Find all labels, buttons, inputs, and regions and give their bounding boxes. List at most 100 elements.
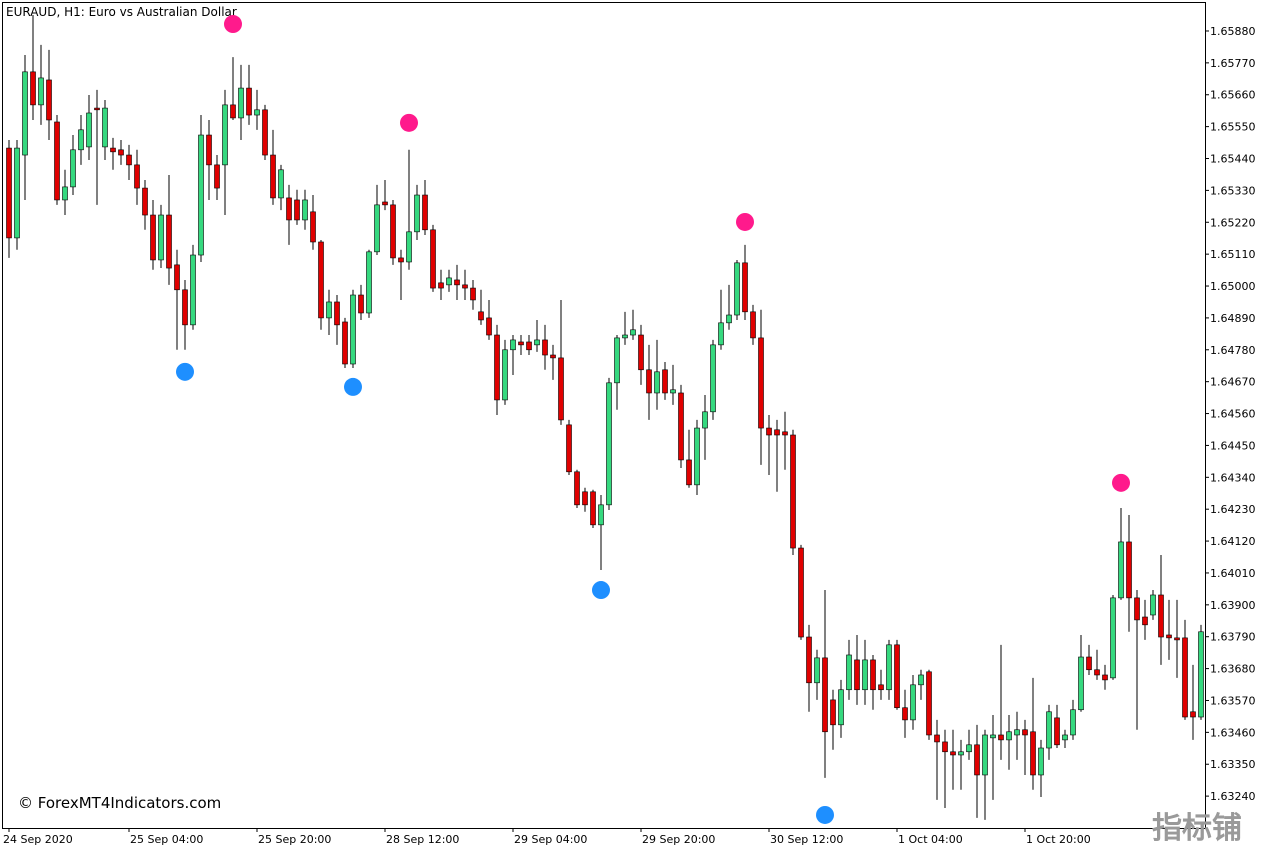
candle-body: [678, 392, 684, 461]
candle-body: [918, 674, 924, 686]
candle-body: [6, 147, 12, 239]
logo: 指标铺: [1152, 811, 1242, 846]
candle-body: [622, 334, 628, 339]
watermark: © ForexMT4Indicators.com: [18, 794, 221, 812]
candle-body: [478, 311, 484, 321]
y-tick-label: 1.63240: [1210, 790, 1256, 803]
candle-body: [542, 339, 548, 356]
candle-body: [118, 149, 124, 156]
candle-body: [1158, 594, 1164, 638]
candle-body: [214, 164, 220, 189]
candle-body: [494, 334, 500, 401]
candle-body: [606, 382, 612, 506]
candle-body: [1094, 669, 1100, 676]
candle-body: [110, 147, 116, 153]
candle-body: [294, 199, 300, 221]
candle-body: [670, 389, 676, 394]
y-tick-label: 1.64890: [1210, 312, 1256, 325]
x-tick-label: 30 Sep 12:00: [770, 833, 843, 846]
y-tick-label: 1.65440: [1210, 153, 1256, 166]
y-tick-label: 1.64670: [1210, 376, 1256, 389]
y-tick-label: 1.65000: [1210, 280, 1256, 293]
x-tick-label: 28 Sep 12:00: [386, 833, 459, 846]
candle-body: [726, 314, 732, 324]
candle-body: [1022, 729, 1028, 736]
candle-body: [646, 369, 652, 394]
candle-body: [774, 429, 780, 436]
candle-body: [454, 279, 460, 286]
candle-body: [270, 154, 276, 199]
candle-body: [350, 294, 356, 365]
candle-body: [318, 241, 324, 319]
y-tick-label: 1.65770: [1210, 57, 1256, 70]
candle-body: [694, 427, 700, 486]
candle-body: [614, 337, 620, 384]
candle-body: [782, 431, 788, 436]
candle-body: [438, 282, 444, 289]
candle-body: [22, 71, 28, 156]
candle-body: [150, 214, 156, 261]
candle-body: [966, 744, 972, 753]
candle-body: [1150, 594, 1156, 616]
candle-body: [206, 134, 212, 166]
candle-body: [590, 491, 596, 526]
candle-body: [262, 109, 268, 156]
y-tick-label: 1.65550: [1210, 121, 1256, 134]
candle-body: [734, 262, 740, 316]
candle-body: [598, 504, 604, 526]
candle-body: [894, 644, 900, 709]
candle-body: [534, 339, 540, 346]
candle-body: [46, 79, 52, 121]
candle-body: [302, 199, 308, 221]
candle-body: [14, 147, 20, 239]
candle-body: [358, 294, 364, 314]
candle-body: [902, 707, 908, 721]
signal-dot: [816, 805, 834, 824]
candle-body: [286, 197, 292, 221]
signal-dot: [224, 15, 242, 34]
candle-body: [574, 471, 580, 506]
candle-body: [942, 741, 948, 753]
candle-body: [342, 321, 348, 365]
candle-body: [798, 547, 804, 638]
candle-body: [158, 214, 164, 261]
candle-body: [702, 411, 708, 429]
candle-body: [70, 149, 76, 188]
y-tick-label: 1.65220: [1210, 216, 1256, 229]
candle-body: [486, 317, 492, 336]
candle-body: [390, 204, 396, 259]
candle-body: [310, 211, 316, 243]
candle-body: [638, 334, 644, 371]
chart-title: EURAUD, H1: Euro vs Australian Dollar: [6, 5, 237, 19]
y-tick-label: 1.65880: [1210, 25, 1256, 38]
candle-body: [1110, 597, 1116, 679]
y-tick-label: 1.63790: [1210, 631, 1256, 644]
candle-body: [190, 254, 196, 326]
candle-body: [1190, 711, 1196, 718]
x-tick-label: 1 Oct 04:00: [898, 833, 963, 846]
candle-body: [1070, 709, 1076, 736]
candle-body: [822, 657, 828, 733]
y-tick-label: 1.63900: [1210, 599, 1256, 612]
candle-body: [430, 229, 436, 289]
y-tick-label: 1.63460: [1210, 726, 1256, 739]
candle-body: [838, 689, 844, 726]
candle-body: [806, 636, 812, 684]
candle-body: [950, 751, 956, 756]
x-tick-label: 25 Sep 04:00: [130, 833, 203, 846]
candle-body: [974, 744, 980, 776]
candle-body: [654, 371, 660, 394]
candle-body: [382, 201, 388, 206]
candle-body: [1086, 656, 1092, 671]
candle-body: [558, 357, 564, 421]
x-tick-label: 25 Sep 20:00: [258, 833, 331, 846]
candle-body: [990, 734, 996, 739]
x-tick-label: 24 Sep 2020: [3, 833, 73, 846]
candle-body: [1046, 711, 1052, 749]
candle-body: [718, 322, 724, 346]
signal-dot: [592, 581, 610, 600]
y-tick-label: 1.64780: [1210, 344, 1256, 357]
candle-body: [1166, 634, 1172, 639]
candle-body: [86, 112, 92, 148]
candle-body: [934, 734, 940, 743]
